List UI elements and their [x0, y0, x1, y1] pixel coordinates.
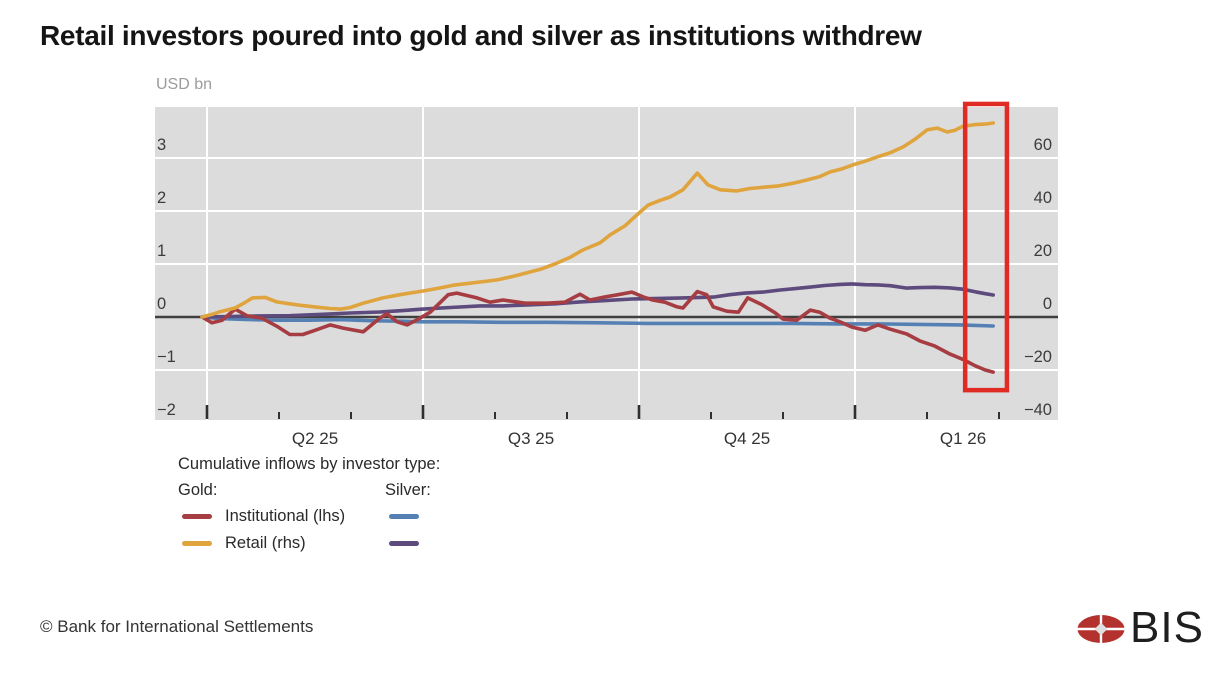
legend-swatch-silver-institutional — [389, 514, 419, 519]
series-line-silver-retail — [200, 282, 996, 319]
right-axis-tick-label: 60 — [1034, 136, 1052, 154]
chart-legend: Cumulative inflows by investor type: Gol… — [178, 451, 445, 557]
x-axis-quarter-label: Q3 25 — [508, 429, 554, 448]
right-axis-tick-label: −40 — [1024, 401, 1052, 419]
bis-logo-text: BIS — [1130, 603, 1204, 652]
legend-swatch-cell — [178, 530, 225, 557]
legend-swatch-cell — [385, 530, 445, 557]
right-axis-tick-label: −20 — [1024, 348, 1052, 366]
legend-swatch-silver-retail — [389, 541, 419, 546]
y-axis-unit-label: USD bn — [156, 76, 213, 93]
x-axis-quarter-label: Q1 26 — [940, 429, 986, 448]
x-axis-quarter-label: Q2 25 — [292, 429, 338, 448]
legend-group-silver: Silver: — [385, 481, 431, 499]
chart-headline: Retail investors poured into gold and si… — [40, 20, 922, 51]
copyright-notice: © Bank for International Settlements — [40, 617, 314, 636]
series-line-silver-institutional — [200, 315, 996, 328]
legend-label-retail: Retail (rhs) — [225, 534, 306, 552]
bis-logo-icon — [1077, 615, 1125, 643]
left-axis-tick-label: −2 — [157, 401, 176, 419]
legend-swatch-gold-retail — [182, 541, 212, 546]
highlight-box — [962, 101, 1010, 393]
right-axis-tick-label: 0 — [1043, 295, 1052, 313]
right-axis-tick-label: 40 — [1034, 189, 1052, 207]
left-axis-tick-label: −1 — [157, 348, 176, 366]
left-axis-tick-label: 2 — [157, 189, 166, 207]
bis-logo: BIS — [1076, 606, 1204, 650]
left-axis-tick-label: 3 — [157, 136, 166, 154]
x-axis-quarter-label: Q4 25 — [724, 429, 770, 448]
legend-swatch-cell — [178, 503, 225, 530]
left-axis-tick-label: 1 — [157, 242, 166, 260]
series-line-gold-retail — [200, 121, 996, 319]
left-axis-tick-label: 0 — [157, 295, 166, 313]
series-line-gold-institutional — [200, 289, 996, 374]
right-axis-tick-label: 20 — [1034, 242, 1052, 260]
legend-label-institutional: Institutional (lhs) — [225, 507, 346, 525]
legend-group-gold: Gold: — [178, 481, 218, 499]
legend-swatch-cell — [385, 503, 445, 530]
legend-heading: Cumulative inflows by investor type: — [178, 455, 441, 473]
legend-swatch-gold-institutional — [182, 514, 212, 519]
